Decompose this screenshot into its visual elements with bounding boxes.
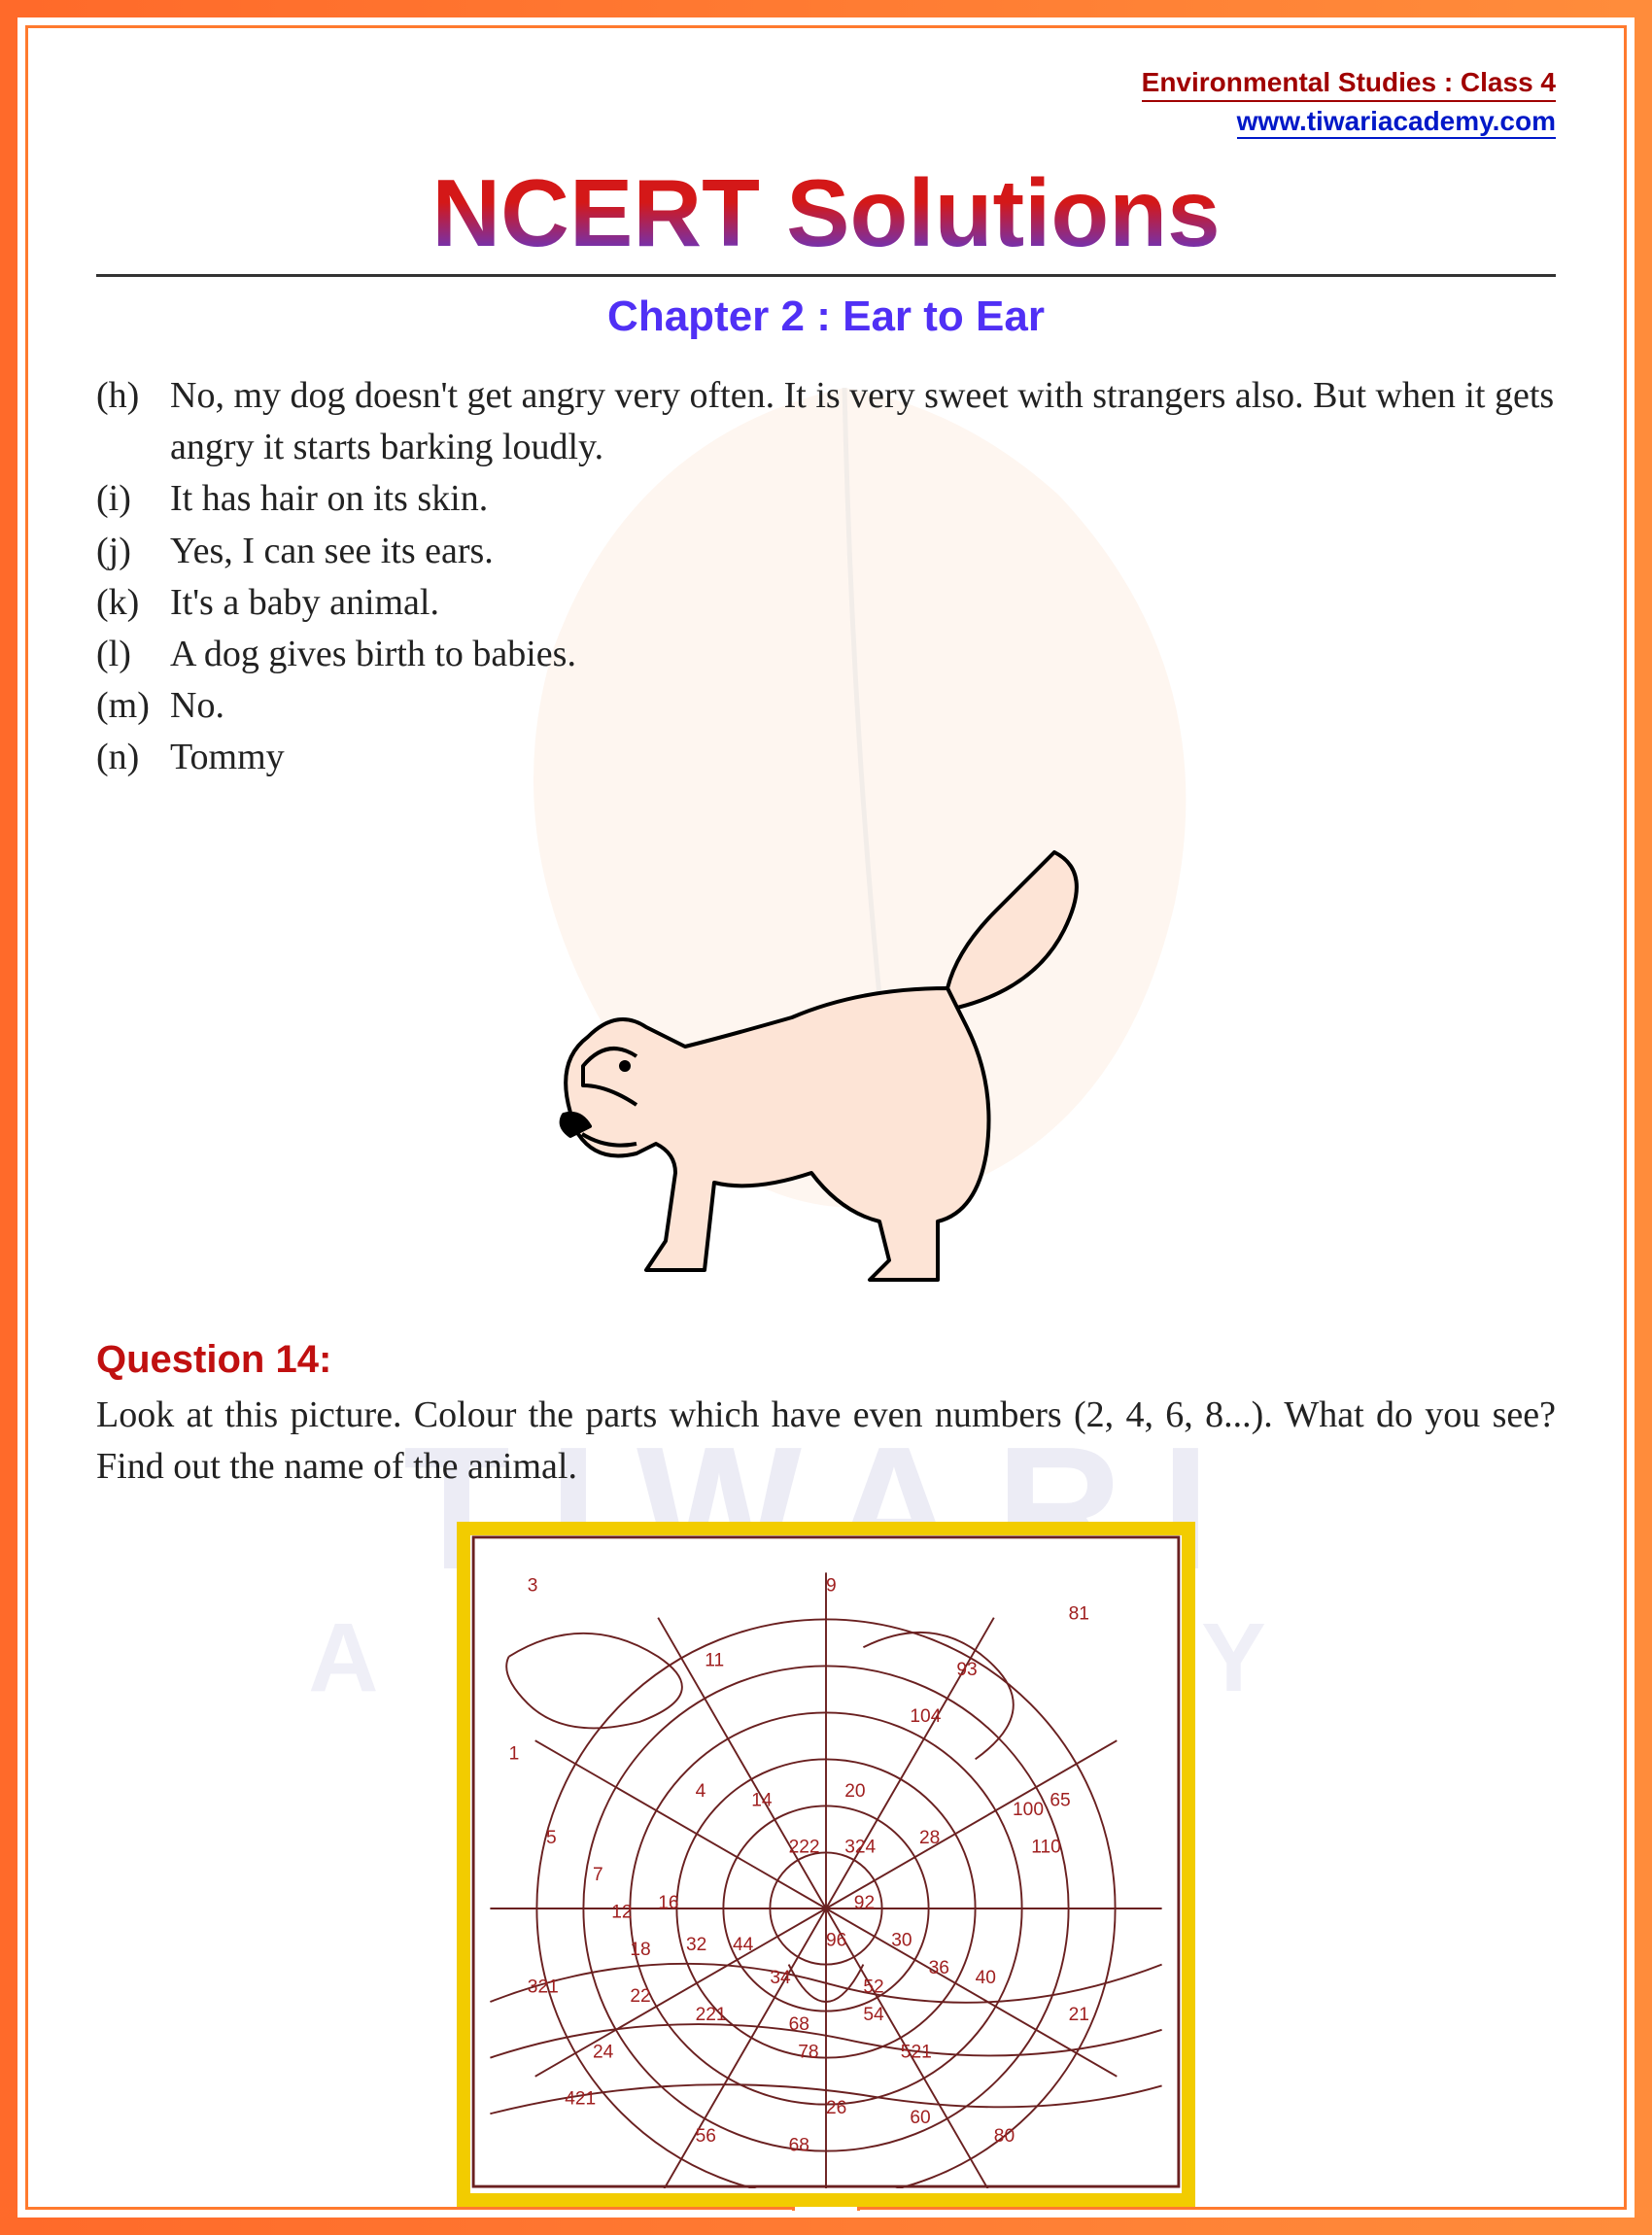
svg-text:100: 100: [1013, 1800, 1044, 1820]
svg-text:81: 81: [1069, 1603, 1089, 1624]
svg-text:26: 26: [826, 2098, 846, 2118]
svg-text:96: 96: [826, 1930, 846, 1950]
svg-text:65: 65: [1050, 1790, 1070, 1810]
answer-row: (m)No.: [96, 680, 1556, 732]
svg-text:110: 110: [1031, 1837, 1061, 1857]
svg-text:104: 104: [910, 1706, 941, 1727]
answer-text: Yes, I can see its ears.: [170, 526, 1556, 577]
svg-text:34: 34: [770, 1968, 791, 1988]
answer-row: (h)No, my dog doesn't get angry very oft…: [96, 370, 1556, 473]
answer-marker: (n): [96, 732, 170, 783]
answer-marker: (j): [96, 526, 170, 577]
answer-text: It's a baby animal.: [170, 577, 1556, 629]
answer-row: (k)It's a baby animal.: [96, 577, 1556, 629]
svg-text:222: 222: [789, 1837, 820, 1857]
svg-text:32: 32: [686, 1935, 706, 1955]
answer-marker: (h): [96, 370, 170, 473]
svg-text:5: 5: [546, 1828, 557, 1848]
dog-illustration: [510, 813, 1142, 1299]
svg-text:93: 93: [956, 1660, 977, 1680]
answer-marker: (i): [96, 473, 170, 525]
answer-marker: (m): [96, 680, 170, 732]
svg-text:4: 4: [696, 1781, 706, 1802]
svg-text:18: 18: [630, 1940, 650, 1960]
svg-text:60: 60: [910, 2108, 930, 2128]
answer-row: (i)It has hair on its skin.: [96, 473, 1556, 525]
svg-text:1: 1: [509, 1743, 520, 1764]
svg-text:40: 40: [976, 1968, 996, 1988]
answer-list: (h)No, my dog doesn't get angry very oft…: [96, 370, 1556, 784]
header-url: www.tiwariacademy.com: [1237, 106, 1556, 139]
question-text: Look at this picture. Colour the parts w…: [96, 1390, 1556, 1493]
subject-header: Environmental Studies : Class 4: [1142, 67, 1556, 102]
title-divider: [96, 274, 1556, 277]
svg-text:30: 30: [891, 1930, 912, 1950]
answer-text: No.: [170, 680, 1556, 732]
svg-text:16: 16: [658, 1893, 678, 1913]
page-title: NCERT Solutions: [96, 158, 1556, 268]
svg-text:321: 321: [528, 1977, 559, 1997]
svg-text:324: 324: [844, 1837, 876, 1857]
svg-text:92: 92: [854, 1893, 875, 1913]
svg-text:21: 21: [1069, 2005, 1089, 2025]
svg-text:54: 54: [863, 2005, 884, 2025]
svg-text:11: 11: [705, 1650, 724, 1670]
answer-row: (l)A dog gives birth to babies.: [96, 629, 1556, 680]
svg-text:52: 52: [863, 1977, 883, 1997]
svg-text:12: 12: [611, 1902, 632, 1922]
svg-text:80: 80: [994, 2126, 1015, 2147]
answer-marker: (k): [96, 577, 170, 629]
svg-text:7: 7: [593, 1865, 603, 1885]
chapter-heading: Chapter 2 : Ear to Ear: [96, 292, 1556, 341]
question-label: Question 14:: [96, 1338, 1556, 1382]
svg-text:421: 421: [565, 2088, 596, 2109]
answer-marker: (l): [96, 629, 170, 680]
svg-text:68: 68: [789, 2014, 809, 2035]
answer-text: A dog gives birth to babies.: [170, 629, 1556, 680]
answer-text: Tommy: [170, 732, 1556, 783]
svg-text:56: 56: [696, 2126, 716, 2147]
answer-row: (j)Yes, I can see its ears.: [96, 526, 1556, 577]
svg-text:221: 221: [696, 2005, 727, 2025]
answer-text: No, my dog doesn't get angry very often.…: [170, 370, 1556, 473]
answer-row: (n)Tommy: [96, 732, 1556, 783]
svg-text:20: 20: [844, 1781, 865, 1802]
puzzle-image: 3981119311045414206572223242810011012169…: [457, 1522, 1195, 2207]
svg-text:3: 3: [528, 1575, 538, 1596]
svg-text:22: 22: [630, 1986, 650, 2007]
svg-text:36: 36: [929, 1958, 949, 1978]
svg-text:68: 68: [789, 2135, 809, 2155]
svg-text:78: 78: [798, 2042, 818, 2062]
svg-text:9: 9: [826, 1575, 837, 1596]
svg-text:521: 521: [901, 2042, 932, 2062]
svg-text:44: 44: [733, 1935, 754, 1955]
answer-text: It has hair on its skin.: [170, 473, 1556, 525]
svg-text:14: 14: [751, 1790, 773, 1810]
svg-text:28: 28: [919, 1828, 940, 1848]
svg-text:24: 24: [593, 2042, 614, 2062]
